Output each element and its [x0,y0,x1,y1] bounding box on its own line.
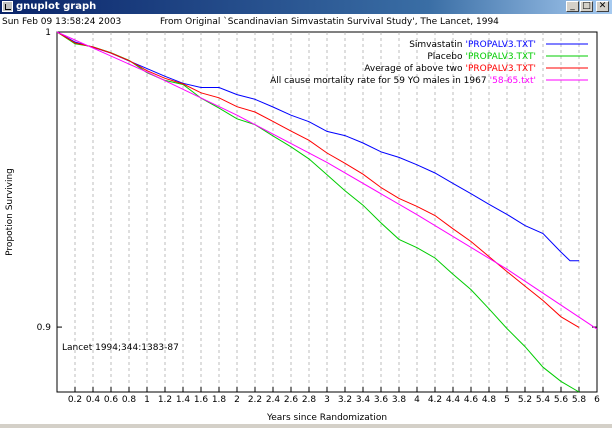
x-tick-label: 3.4 [356,395,371,405]
x-tick-label: 1.2 [158,395,172,405]
legend-name-average: Average of above two [364,64,463,74]
x-tick-label: 2.4 [266,395,281,405]
minimize-button[interactable]: _ [566,1,579,12]
chart-svg: Sun Feb 09 13:58:24 2003 From Original `… [2,16,600,423]
x-tick-label: 0.6 [104,395,119,405]
x-tick-label: 5.8 [572,395,587,405]
x-tick-label: 0.8 [122,395,137,405]
legend-name-placebo: Placebo [427,52,463,62]
x-tick-label: 3 [324,395,330,405]
series-line-simvastatin [56,31,579,262]
title-bar[interactable]: gnuplot graph _ □ ✕ [0,0,612,14]
annotation-label: Lancet 1994;344:1383-87 [62,343,179,353]
series-line-mortality-1967 [56,31,598,330]
x-tick-label: 4.4 [446,395,461,405]
x-tick-label: 0.4 [86,395,101,405]
legend: 'PROPALV3.TXT' Simvastatin 'PROPALV3.TXT'P… [270,40,588,86]
chart-title: From Original `Scandinavian Simvastatin … [160,16,499,27]
x-tick-label: 2 [234,395,240,405]
window-title: gnuplot graph [16,1,97,12]
legend-file-placebo: 'PROPALV3.TXT' [466,52,537,62]
x-tick-label: 1.4 [176,395,191,405]
x-tick-label: 4.8 [482,395,497,405]
series-line-average [56,31,580,328]
x-tick-label: 4.2 [428,395,442,405]
grid-lines [74,32,580,392]
legend-file-simvastatin: 'PROPALV3.TXT' [466,40,537,50]
x-tick-label: 2.8 [302,395,317,405]
x-tick-label: 4 [414,395,420,405]
x-tick-label: 3.8 [392,395,407,405]
x-tick-label: 2.2 [248,395,262,405]
x-tick-label: 1.8 [212,395,227,405]
legend-file-average: 'PROPALV3.TXT' [466,64,537,74]
y-tick-label: 1 [45,28,51,38]
axis-ticks: 0.2 0.4 0.6 0.8 1 1.2 1.4 1.6 1.8 2 2.2 2.4 2.6 2.8 3 3… [37,28,600,405]
x-tick-label: 5.6 [554,395,569,405]
gnuplot-app-icon[interactable] [2,1,13,12]
x-tick-label: 0.2 [68,395,82,405]
x-tick-label: 4.6 [464,395,479,405]
legend-file-mortality-1967: '58-65.txt' [490,76,536,86]
x-tick-label: 5.2 [518,395,532,405]
legend-name-mortality-1967: All cause mortality rate for 59 YO males… [270,76,487,86]
x-tick-label: 3.2 [338,395,352,405]
maximize-button[interactable]: □ [580,1,593,12]
x-axis-label: Years since Randomization [266,413,387,423]
series-group [56,31,598,393]
x-tick-label: 5.4 [536,395,551,405]
y-tick-label: 0.9 [37,323,52,333]
x-tick-label: 1.6 [194,395,209,405]
y-axis-label: Propotion Surviving [5,168,15,256]
timestamp-label: Sun Feb 09 13:58:24 2003 [2,17,121,27]
x-tick-label: 2.6 [284,395,299,405]
x-tick-label: 1 [144,395,150,405]
legend-name-simvastatin: Simvastatin [409,40,462,50]
x-tick-label: 6 [594,395,600,405]
plot-area: Sun Feb 09 13:58:24 2003 From Original `… [0,14,612,424]
close-button[interactable]: ✕ [596,1,609,12]
x-tick-label: 3.6 [374,395,389,405]
x-tick-label: 5 [504,395,510,405]
